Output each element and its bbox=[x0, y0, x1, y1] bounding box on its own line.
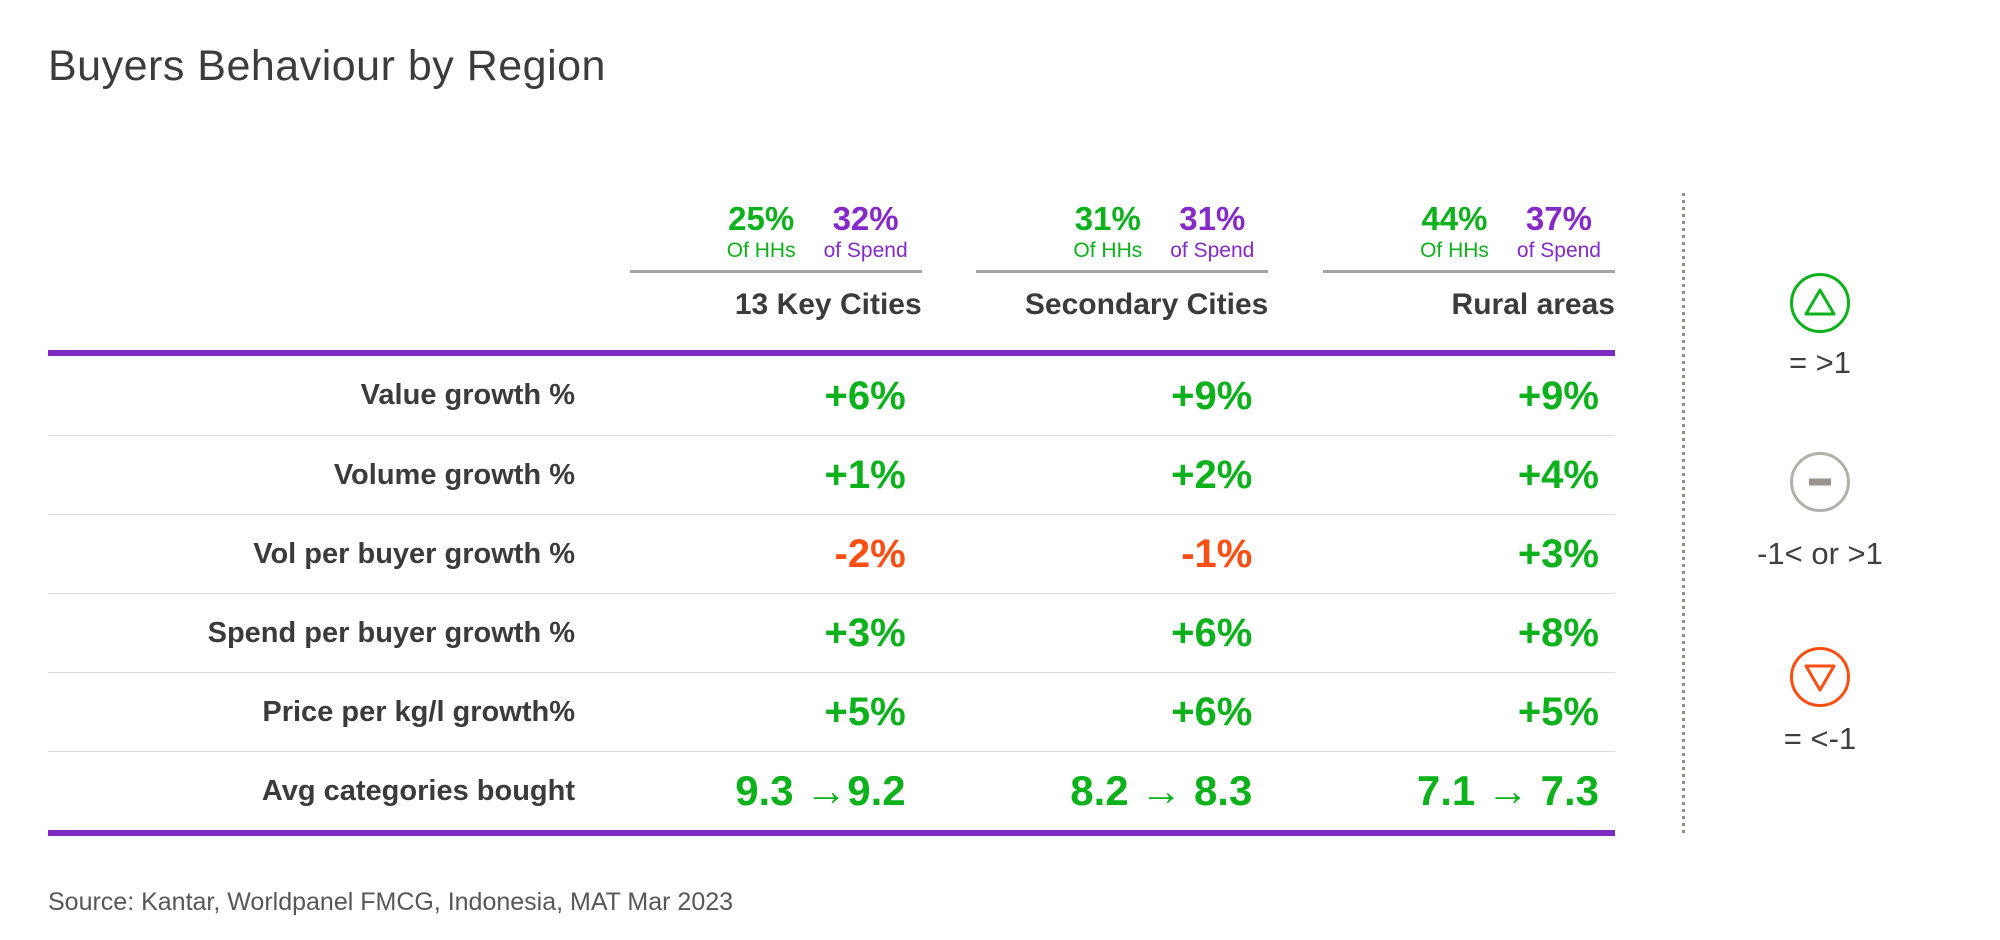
column-title: Secondary Cities bbox=[1024, 288, 1269, 321]
hh-label: Of HHs bbox=[1420, 239, 1489, 262]
column-stats-wrap: 31% Of HHs 31% of Spend Secondary Cities bbox=[976, 190, 1269, 321]
spend-percent: 31% bbox=[1179, 200, 1246, 237]
triangle-down-circle-icon bbox=[1700, 646, 1940, 712]
column-stats: 44% Of HHs 37% of Spend bbox=[1322, 190, 1615, 273]
spend-stat: 32% of Spend bbox=[824, 202, 908, 261]
table-row: Value growth % +6% +9% +9% bbox=[48, 356, 1615, 435]
row-label: Vol per buyer growth % bbox=[253, 537, 575, 570]
value-cell: +6% bbox=[824, 373, 906, 418]
spend-percent: 32% bbox=[832, 200, 899, 237]
column-header-secondary-cities: 31% Of HHs 31% of Spend Secondary Cities bbox=[922, 190, 1269, 350]
legend: = >1 -1< or >1 = <-1 bbox=[1700, 260, 1940, 780]
column-header-key-cities: 25% Of HHs 32% of Spend 13 Key Cities bbox=[575, 190, 922, 350]
spend-label: of Spend bbox=[823, 239, 908, 262]
spend-label: of Spend bbox=[1170, 239, 1255, 262]
legend-label-down: = <-1 bbox=[1783, 721, 1857, 756]
column-stats-wrap: 44% Of HHs 37% of Spend Rural areas bbox=[1322, 190, 1615, 321]
buyers-behaviour-table: 25% Of HHs 32% of Spend 13 Key Cities 31… bbox=[48, 190, 1615, 836]
column-title: Rural areas bbox=[1451, 288, 1615, 321]
hh-stat: 44% Of HHs bbox=[1420, 202, 1489, 261]
hh-stat: 25% Of HHs bbox=[727, 202, 796, 261]
table-row: Price per kg/l growth% +5% +6% +5% bbox=[48, 672, 1615, 751]
value-cell: +8% bbox=[1517, 611, 1599, 655]
value-cell: 8.2 → 8.3 bbox=[1070, 767, 1253, 814]
row-label: Price per kg/l growth% bbox=[262, 695, 575, 728]
spend-label: of Spend bbox=[1516, 239, 1601, 262]
spend-stat: 31% of Spend bbox=[1170, 202, 1254, 261]
spend-percent: 37% bbox=[1525, 200, 1592, 237]
column-stats-wrap: 25% Of HHs 32% of Spend 13 Key Cities bbox=[629, 190, 922, 321]
hh-percent: 44% bbox=[1421, 200, 1488, 237]
value-cell: +5% bbox=[1517, 690, 1599, 734]
spend-stat: 37% of Spend bbox=[1517, 202, 1601, 261]
column-stats: 25% Of HHs 32% of Spend bbox=[629, 190, 922, 273]
hh-percent: 25% bbox=[728, 200, 795, 237]
value-cell: -1% bbox=[1181, 532, 1253, 576]
table-row: Avg categories bought 9.3 →9.2 8.2 → 8.3… bbox=[48, 751, 1615, 830]
hh-label: Of HHs bbox=[726, 239, 796, 262]
table-row: Spend per buyer growth % +3% +6% +8% bbox=[48, 593, 1615, 672]
row-label: Avg categories bought bbox=[261, 774, 575, 807]
dotted-divider bbox=[1682, 193, 1685, 835]
source-note: Source: Kantar, Worldpanel FMCG, Indones… bbox=[48, 888, 734, 916]
value-cell: +6% bbox=[1171, 690, 1253, 734]
row-label: Value growth % bbox=[360, 379, 575, 411]
hh-percent: 31% bbox=[1074, 200, 1141, 237]
value-cell: +3% bbox=[824, 611, 906, 655]
value-cell: +1% bbox=[824, 453, 906, 497]
legend-label-up: = >1 bbox=[1788, 345, 1852, 380]
value-cell: +9% bbox=[1171, 373, 1253, 418]
value-cell: +5% bbox=[824, 690, 906, 734]
table-row: Volume growth % +1% +2% +4% bbox=[48, 435, 1615, 514]
hh-label: Of HHs bbox=[1073, 239, 1143, 262]
legend-label-flat: -1< or >1 bbox=[1757, 536, 1883, 571]
row-label: Volume growth % bbox=[333, 458, 575, 491]
table-row: Vol per buyer growth % -2% -1% +3% bbox=[48, 514, 1615, 593]
minus-circle-icon bbox=[1700, 451, 1940, 517]
value-cell: 9.3 →9.2 bbox=[735, 767, 906, 814]
value-cell: +2% bbox=[1171, 453, 1253, 497]
column-title: 13 Key Cities bbox=[734, 288, 922, 321]
hh-stat: 31% Of HHs bbox=[1073, 202, 1142, 261]
value-cell: -2% bbox=[834, 532, 906, 576]
value-cell: 7.1 → 7.3 bbox=[1416, 767, 1599, 814]
column-header-rural-areas: 44% Of HHs 37% of Spend Rural areas bbox=[1268, 190, 1615, 350]
table-body: Value growth % +6% +9% +9% Volume growth… bbox=[48, 350, 1615, 836]
page-title: Buyers Behaviour by Region bbox=[48, 42, 606, 90]
value-cell: +6% bbox=[1171, 611, 1253, 655]
row-label: Spend per buyer growth % bbox=[207, 616, 575, 649]
column-stats: 31% Of HHs 31% of Spend bbox=[976, 190, 1269, 273]
triangle-up-circle-icon bbox=[1700, 272, 1940, 338]
table-header-row: 25% Of HHs 32% of Spend 13 Key Cities 31… bbox=[48, 190, 1615, 350]
value-cell: +4% bbox=[1517, 453, 1599, 497]
header-spacer bbox=[48, 190, 575, 350]
value-cell: +9% bbox=[1517, 373, 1599, 418]
value-cell: +3% bbox=[1517, 532, 1599, 576]
